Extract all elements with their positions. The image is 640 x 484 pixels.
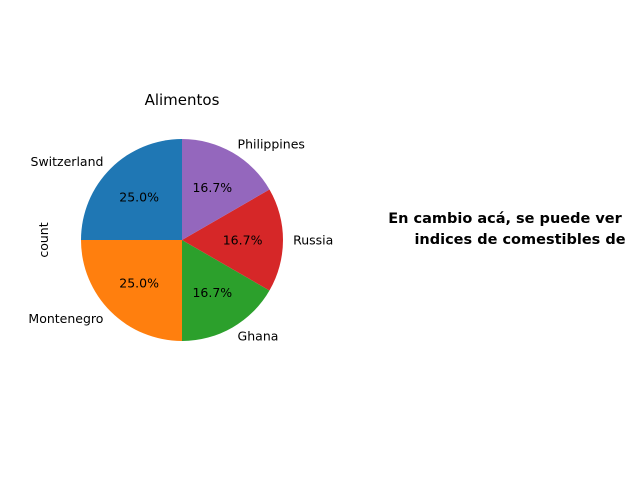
category-label-russia: Russia bbox=[293, 233, 333, 248]
percent-label-philippines: 16.7% bbox=[192, 180, 232, 195]
category-label-ghana: Ghana bbox=[238, 329, 279, 344]
annotation-line-1: En cambio acá, se puede ver bbox=[388, 211, 622, 227]
pie-slice-ghana bbox=[182, 240, 270, 342]
category-label-philippines: Philippines bbox=[238, 136, 305, 151]
percent-label-switzerland: 25.0% bbox=[119, 190, 159, 205]
pie-labels: Switzerland 25.0% Montenegro 25.0% Ghana 16.7… bbox=[28, 136, 333, 343]
annotation-line-2: indices de comestibles de bbox=[414, 232, 625, 248]
percent-label-montenegro: 25.0% bbox=[119, 275, 159, 290]
category-label-switzerland: Switzerland bbox=[31, 154, 104, 169]
y-axis-label: count bbox=[36, 222, 51, 257]
pie-slices bbox=[81, 139, 284, 342]
pie-slice-switzerland bbox=[81, 139, 182, 240]
pie-slice-russia bbox=[182, 189, 284, 291]
category-label-montenegro: Montenegro bbox=[28, 311, 103, 326]
chart-title: Alimentos bbox=[145, 91, 220, 109]
percent-label-ghana: 16.7% bbox=[192, 285, 232, 300]
pie-slice-montenegro bbox=[81, 240, 182, 341]
percent-label-russia: 16.7% bbox=[223, 233, 263, 248]
pie-slice-philippines bbox=[182, 139, 270, 240]
